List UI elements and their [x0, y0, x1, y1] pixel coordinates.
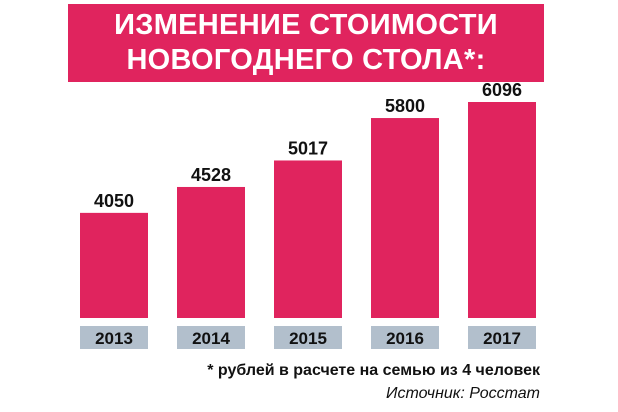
footnote: * рублей в расчете на семью из 4 человек — [207, 362, 540, 379]
category-box-2013 — [80, 326, 148, 349]
category-label-2013: 2013 — [95, 329, 133, 348]
category-box-2017 — [468, 326, 536, 349]
chart-title-line-2: НОВОГОДНЕГО СТОЛА*: — [126, 44, 486, 76]
title-banner: ИЗМЕНЕНИЕ СТОИМОСТИ НОВОГОДНЕГО СТОЛА*: — [68, 4, 544, 82]
bar-2015 — [274, 160, 342, 318]
source-note: Источник: Росстат — [386, 385, 540, 402]
value-label-2013: 4050 — [94, 191, 134, 211]
bar-2017 — [468, 102, 536, 318]
value-label-2015: 5017 — [288, 138, 328, 158]
bar-2013 — [80, 212, 148, 318]
category-box-2014 — [177, 326, 245, 349]
category-label-2016: 2016 — [386, 329, 424, 348]
category-label-2017: 2017 — [483, 329, 521, 348]
bar-2016 — [371, 118, 439, 319]
value-label-2017: 6096 — [482, 80, 522, 100]
category-label-2015: 2015 — [289, 329, 327, 348]
category-label-2014: 2014 — [192, 329, 230, 348]
category-box-2015 — [274, 326, 342, 349]
chart-title-line-1: ИЗМЕНЕНИЕ СТОИМОСТИ — [114, 9, 498, 41]
category-box-2016 — [371, 326, 439, 349]
bar-2014 — [177, 186, 245, 318]
value-label-2016: 5800 — [385, 96, 425, 116]
value-label-2014: 4528 — [191, 165, 231, 185]
